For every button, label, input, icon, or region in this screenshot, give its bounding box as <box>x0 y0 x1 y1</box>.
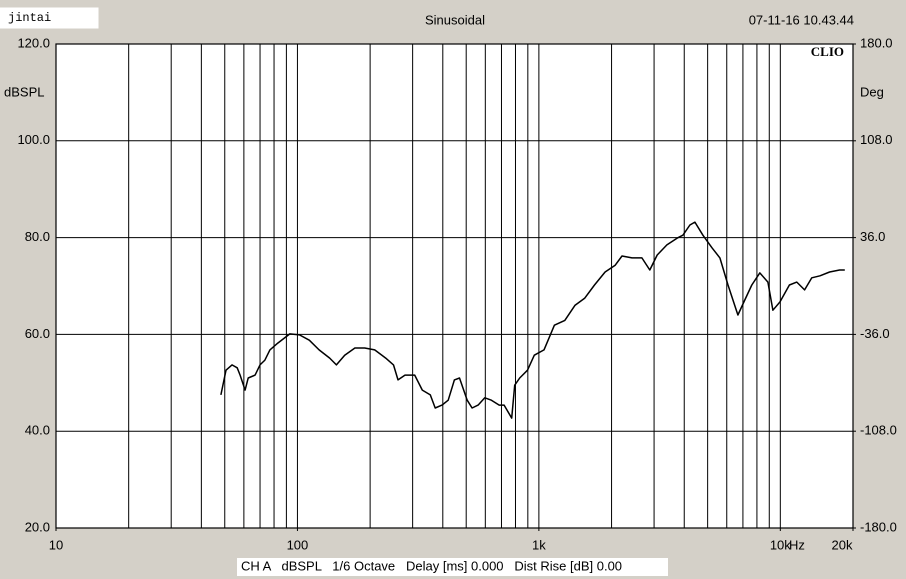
y-tick-label: 20.0 <box>25 519 50 534</box>
y-tick-label: 80.0 <box>25 229 50 244</box>
y-tick-label: 120.0 <box>17 35 50 50</box>
x-unit: Hz <box>789 537 805 552</box>
y2-tick-label: -180.0 <box>860 519 897 534</box>
timestamp: 07-11-16 10.43.44 <box>749 12 854 27</box>
x-tick-label: 10k <box>770 537 791 552</box>
chart-title: Sinusoidal <box>425 12 485 27</box>
x-tick-label: 20k <box>832 537 853 552</box>
footer-box <box>237 558 668 576</box>
y-tick-label: 40.0 <box>25 423 50 438</box>
y-label: dBSPL <box>4 84 44 99</box>
footer: CH A dBSPL 1/6 Octave Delay [ms] 0.000 D… <box>241 558 622 573</box>
y-tick-label: 60.0 <box>25 326 50 341</box>
user-box <box>0 7 99 29</box>
y-tick-label: 100.0 <box>17 132 50 147</box>
logo: CLIO <box>811 44 844 59</box>
y2-tick-label: 180.0 <box>860 35 893 50</box>
response-curve <box>220 221 845 419</box>
user: jintai <box>8 11 51 25</box>
y2-label: Deg <box>860 84 884 99</box>
y2-tick-label: 108.0 <box>860 132 893 147</box>
plot-border <box>55 43 854 529</box>
x-tick-label: 100 <box>287 537 309 552</box>
y2-tick-label: -36.0 <box>860 326 890 341</box>
x-tick-label: 1k <box>532 537 546 552</box>
y2-tick-label: 36.0 <box>860 229 885 244</box>
plot-area <box>56 44 853 528</box>
y2-tick-label: -108.0 <box>860 423 897 438</box>
x-tick-label: 10 <box>49 537 63 552</box>
